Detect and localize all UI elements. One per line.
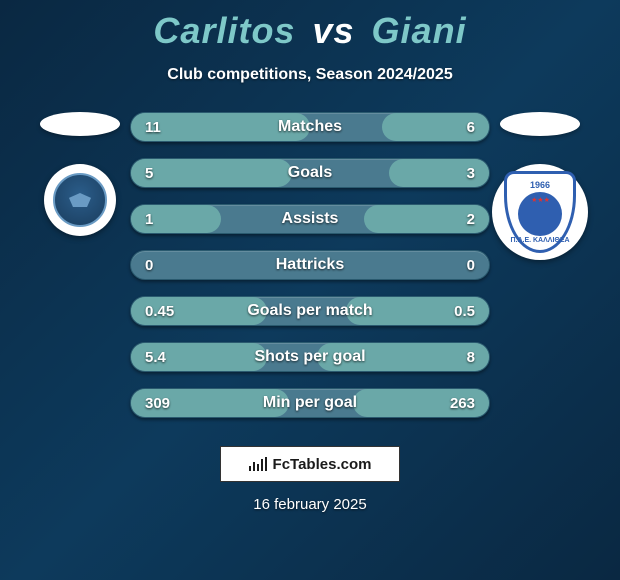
stat-value-left: 5 (145, 165, 185, 182)
comparison-title: Carlitos vs Giani (0, 0, 620, 52)
badge-year: 1966 (530, 180, 550, 190)
stat-value-left: 5.4 (145, 349, 185, 366)
player1-name: Carlitos (153, 10, 295, 51)
content-area: 11Matches6 5Goals3 1Assists2 0Hattricks0 0.4… (0, 112, 620, 418)
stat-row: 5.4Shots per goal8 (130, 342, 490, 372)
subtitle: Club competitions, Season 2024/2025 (0, 66, 620, 84)
player2-club-badge: 1966 Π.Α.Ε. ΚΑΛΛΙΘΕΑ (492, 164, 588, 260)
footer-date: 16 february 2025 (0, 496, 620, 513)
bars-icon (249, 457, 267, 471)
club-badge-right-icon: 1966 Π.Α.Ε. ΚΑΛΛΙΘΕΑ (504, 171, 576, 253)
stat-row: 5Goals3 (130, 158, 490, 188)
stat-value-left: 1 (145, 211, 185, 228)
stat-value-right: 0 (435, 257, 475, 274)
stat-value-left: 11 (145, 119, 185, 136)
badge-text: Π.Α.Ε. ΚΑΛΛΙΘΕΑ (509, 237, 571, 244)
stat-value-right: 263 (435, 395, 475, 412)
stat-value-right: 6 (435, 119, 475, 136)
stat-value-right: 8 (435, 349, 475, 366)
player1-club-badge (44, 164, 116, 236)
stat-value-right: 2 (435, 211, 475, 228)
stat-value-right: 3 (435, 165, 475, 182)
player2-name: Giani (372, 10, 467, 51)
right-side: 1966 Π.Α.Ε. ΚΑΛΛΙΘΕΑ (490, 112, 590, 260)
brand-logo[interactable]: FcTables.com (220, 446, 400, 482)
stat-value-left: 0.45 (145, 303, 185, 320)
stat-row: 309Min per goal263 (130, 388, 490, 418)
player1-silhouette (40, 112, 120, 136)
stat-row: 0.45Goals per match0.5 (130, 296, 490, 326)
left-side (30, 112, 130, 236)
stat-row: 0Hattricks0 (130, 250, 490, 280)
stat-row: 11Matches6 (130, 112, 490, 142)
vs-text: vs (312, 10, 354, 51)
stat-row: 1Assists2 (130, 204, 490, 234)
player2-silhouette (500, 112, 580, 136)
stats-column: 11Matches6 5Goals3 1Assists2 0Hattricks0 0.4… (130, 112, 490, 418)
stat-value-right: 0.5 (435, 303, 475, 320)
club-badge-left-icon (53, 173, 107, 227)
brand-text: FcTables.com (273, 456, 372, 473)
stat-value-left: 0 (145, 257, 185, 274)
stat-value-left: 309 (145, 395, 185, 412)
badge-circle-icon (518, 192, 562, 236)
